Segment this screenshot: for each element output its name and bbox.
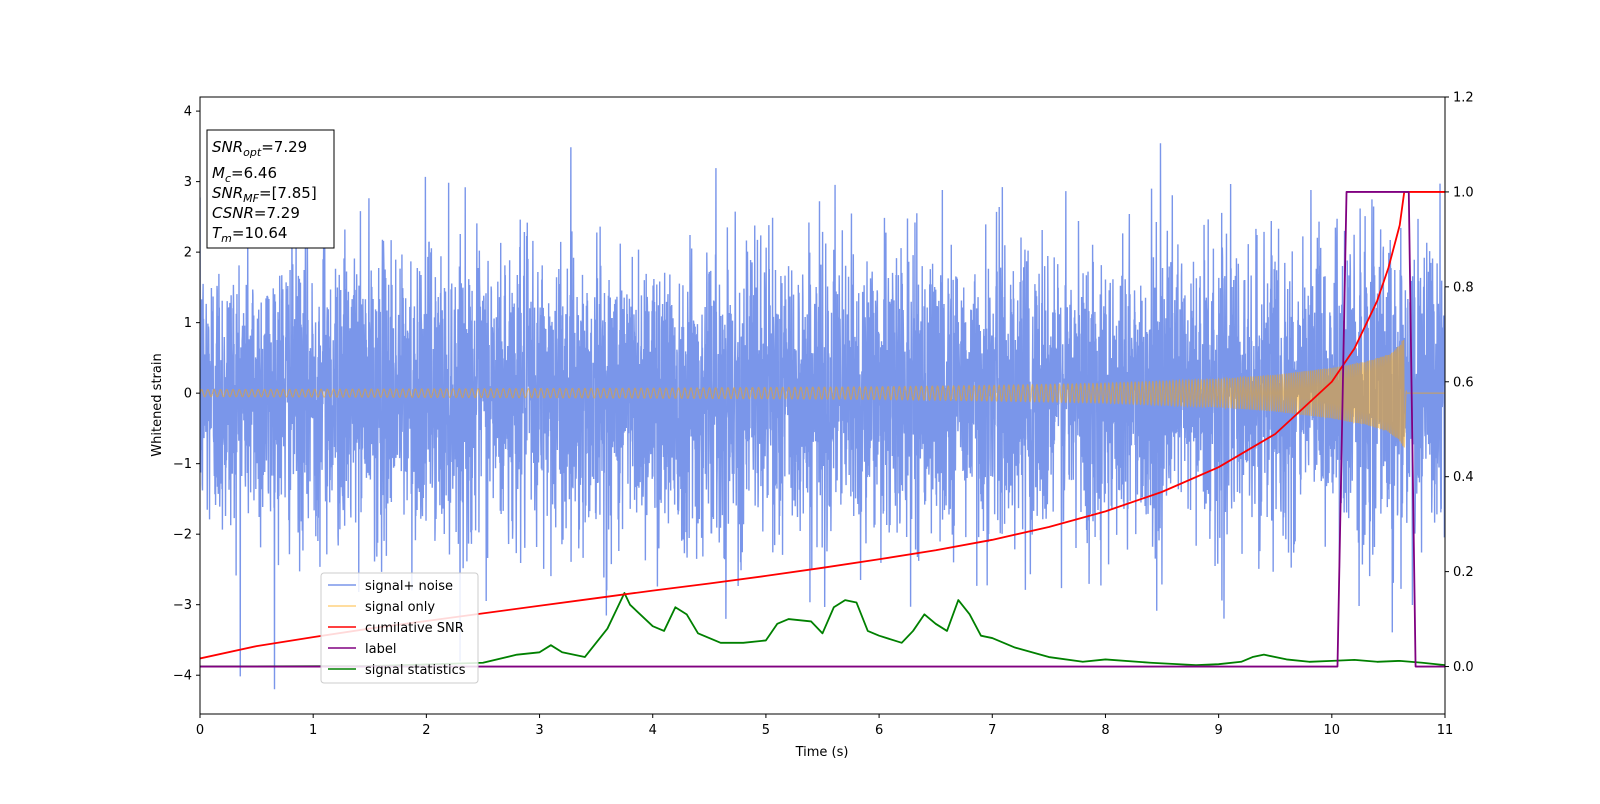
left-y-tick-label: −2 — [173, 528, 192, 543]
series-signal-statistics — [200, 592, 1445, 668]
right-y-tick-label: 0.2 — [1453, 565, 1474, 580]
info-snr-opt: SNRopt=7.29 — [212, 138, 307, 159]
left-y-tick-label: 2 — [184, 246, 192, 261]
x-tick-label: 7 — [988, 723, 996, 738]
legend-frame — [320, 572, 479, 684]
left-y-tick-label: 1 — [184, 316, 192, 331]
x-tick-label: 3 — [535, 723, 543, 738]
info-box-frame — [206, 129, 335, 249]
info-mc: Mc=6.46 — [212, 164, 277, 185]
right-y-tick-label: 1.2 — [1453, 91, 1474, 106]
legend: signal+ noise signal only cumilative SNR… — [320, 572, 479, 684]
left-y-tick-label: 3 — [184, 175, 192, 190]
right-y-tick-label: 1.0 — [1453, 185, 1474, 200]
x-axis-ticks: 0 1 2 3 4 5 6 7 8 9 10 11 — [196, 714, 1453, 738]
x-tick-label: 2 — [422, 723, 430, 738]
signal-only-layer — [200, 339, 1445, 448]
x-tick-label: 10 — [1324, 723, 1341, 738]
x-tick-label: 6 — [875, 723, 883, 738]
left-y-tick-label: −3 — [173, 598, 192, 613]
x-tick-label: 1 — [309, 723, 317, 738]
y-axis-label: Whitened strain — [150, 353, 165, 456]
x-tick-label: 9 — [1214, 723, 1222, 738]
plot-frame — [199, 96, 1446, 715]
info-csnr: CSNR=7.29 — [212, 204, 300, 222]
series-label — [200, 191, 1445, 668]
left-y-axis-ticks: 4 3 2 1 0 −1 −2 −3 −4 — [173, 105, 200, 684]
right-y-tick-label: 0.8 — [1453, 280, 1474, 295]
series-signal-plus-noise — [200, 143, 1445, 690]
legend-label-signal-plus-noise: signal+ noise — [365, 579, 453, 594]
left-y-tick-label: −1 — [173, 457, 192, 472]
left-y-tick-label: −4 — [173, 669, 192, 684]
x-tick-label: 11 — [1437, 723, 1454, 738]
x-axis-label: Time (s) — [795, 745, 849, 760]
info-snr-mf: SNRMF=[7.85] — [212, 184, 317, 205]
signal-plus-noise-layer — [200, 143, 1445, 690]
legend-label-signal-statistics: signal statistics — [365, 663, 466, 678]
series-signal-only — [200, 339, 1445, 448]
x-tick-label: 0 — [196, 723, 204, 738]
right-y-tick-label: 0.6 — [1453, 375, 1474, 390]
right-y-axis-ticks: 1.2 1.0 0.8 0.6 0.4 0.2 0.0 — [1445, 91, 1474, 675]
info-box: SNRopt=7.29 Mc=6.46 SNRMF=[7.85] CSNR=7.… — [206, 129, 335, 249]
left-y-tick-label: 4 — [184, 105, 192, 120]
legend-label-cumulative-snr: cumilative SNR — [365, 621, 464, 636]
legend-label-signal-only: signal only — [365, 600, 435, 615]
right-y-tick-label: 0.4 — [1453, 470, 1474, 485]
left-y-tick-label: 0 — [184, 387, 192, 402]
legend-label-label: label — [365, 642, 396, 657]
info-tm: Tm=10.64 — [212, 224, 287, 245]
x-tick-label: 4 — [649, 723, 657, 738]
x-tick-label: 5 — [762, 723, 770, 738]
x-tick-label: 8 — [1101, 723, 1109, 738]
right-y-tick-label: 0.0 — [1453, 660, 1474, 675]
